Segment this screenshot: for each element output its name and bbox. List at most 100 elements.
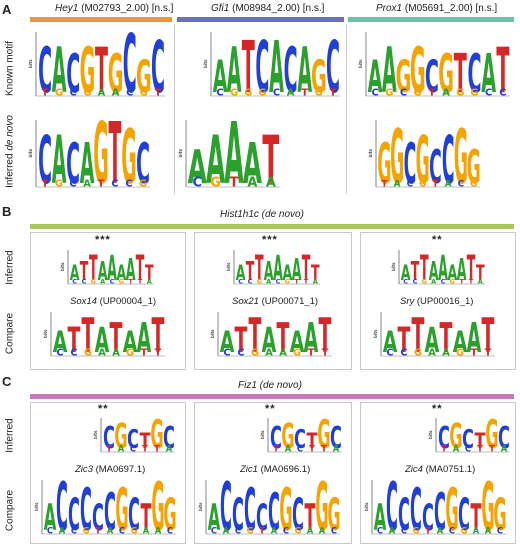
logo-letter-G: G [454,113,468,201]
panel-a-divider-1 [174,24,175,194]
logo-letter-A: A [481,44,496,105]
logo-letter-A: A [213,52,228,104]
logo-minor-letter: T [469,278,474,286]
logo-hey1-inferred: bits CT AG CC AA GT TC GC CG [28,106,150,204]
logo-minor-letter: T [230,176,239,191]
logo-minor-letter: T [489,444,495,454]
logo-letter-G: G [410,34,426,107]
logo-minor-letter: C [485,88,492,99]
logo-letter-T: T [95,34,108,107]
logo-letter-C: C [56,470,68,546]
logo-minor-letter: A [118,444,125,454]
logo-minor-letter: T [294,278,299,286]
logo-sox21-compare: bits AC TC TG AA TA AG AT TT [210,310,332,364]
logo-minor-letter: T [485,348,492,359]
logo-letter-T: T [454,44,467,105]
logo-letter-G: G [377,130,391,196]
logo-minor-letter: G [470,88,478,99]
panel-a-divider-2 [346,24,347,194]
logo-minor-letter: A [501,444,508,454]
logo-letter-C: C [398,489,410,541]
logo-minor-letter: C [238,278,243,286]
logo-prox1-known: bits AC AG GC GG CT GA TG CG AC TC [358,32,510,107]
logo-prox1-inferred: bits GT GA CC GG CT CA GC GG [368,113,481,201]
logo-minor-letter: G [413,526,420,536]
logo-letter-T: T [302,249,311,289]
logo-letter-C: C [38,34,52,107]
bits-axis-label: bits [178,148,183,157]
logo-minor-letter: C [70,88,77,99]
logo-minor-letter: A [223,526,230,536]
logo-letter-T: T [304,496,315,539]
logo-letter-T: T [255,249,264,289]
logo-minor-letter: A [279,348,287,359]
logo-minor-letter: G [258,88,266,99]
logo-letter-G: G [481,470,494,546]
logo-hist1h1c-inferred-1: bits AC TC TG AA AC AG AT TT TA [60,249,154,289]
logo-minor-letter: T [42,179,49,190]
logo-letter-A: A [383,325,398,359]
logo-letter-A: A [401,262,411,286]
logo-letter-A: A [53,325,68,359]
logo-minor-letter: G [251,348,259,359]
logo-letter-G: G [327,489,340,541]
logo-letter-A: A [70,262,80,286]
logo-minor-letter: A [442,348,450,359]
logo-minor-letter: G [119,278,124,286]
logo-minor-letter: C [119,526,125,536]
logo-minor-letter: G [422,278,427,286]
logo-minor-letter: G [450,278,455,286]
logo-letter-G: G [485,413,498,459]
logo-letter-T: T [319,310,332,364]
panel-c-compare-label-1: Zic3 (MA0697.1) [75,464,146,475]
panel-b-compare-label-1: Sox14 (UP00004_1) [70,296,157,307]
logo-minor-letter: A [271,526,278,536]
logo-letter-A: A [457,254,467,288]
logo-letter-C: C [255,26,269,109]
logo-minor-letter: G [84,348,92,359]
panel-c-label: C [2,374,12,389]
bits-axis-label: bits [368,148,373,157]
logo-letter-C: C [163,421,175,456]
logo-minor-letter: A [112,88,120,99]
logo-minor-letter: G [83,526,90,536]
row-label-known: Known motif [4,40,16,97]
panel-c-row-inferred: Inferred [4,418,16,453]
logo-letter-T: T [68,320,81,361]
logo-letter-T: T [262,122,279,199]
logo-minor-letter: G [419,180,426,190]
logo-minor-letter: G [470,180,477,190]
logo-minor-letter: A [247,176,257,191]
logo-minor-letter: G [55,88,63,99]
panel-c-significance-3: ** [432,403,443,415]
logo-minor-letter: C [497,526,503,536]
logo-minor-letter: T [441,444,447,454]
logo-minor-letter: T [154,444,160,454]
panel-a-bar-2 [177,17,344,22]
logo-minor-letter: C [297,444,303,454]
logo-minor-letter: T [429,88,436,99]
logo-minor-letter: A [394,180,401,190]
logo-letter-A: A [137,313,152,362]
logo-minor-letter: T [471,348,478,359]
logo-minor-letter: C [192,176,201,191]
logo-letter-A: A [208,496,221,539]
logo-minor-letter: C [167,526,173,536]
logo-minor-letter: G [83,88,91,99]
panel-c-compare-label-3: Zic4 (MA0751.1) [405,464,476,475]
logo-letter-G: G [390,113,404,201]
logo-letter-A: A [52,123,67,199]
logo-minor-letter: T [259,526,265,536]
logo-minor-letter: C [386,348,393,359]
logo-letter-C: C [80,477,92,545]
logo-minor-letter: G [126,348,134,359]
logo-minor-letter: T [128,278,133,286]
logo-letter-C: C [256,496,268,539]
logo-minor-letter: T [322,348,329,359]
logo-sox14-compare: bits AC TC TG AA TA AG AT TT [43,310,165,364]
logo-minor-letter: G [257,278,262,286]
logo-minor-letter: A [265,348,273,359]
logo-letter-T: T [110,313,123,362]
panel-b-row-compare: Compare [4,312,16,355]
logo-letter-C: C [326,26,340,109]
